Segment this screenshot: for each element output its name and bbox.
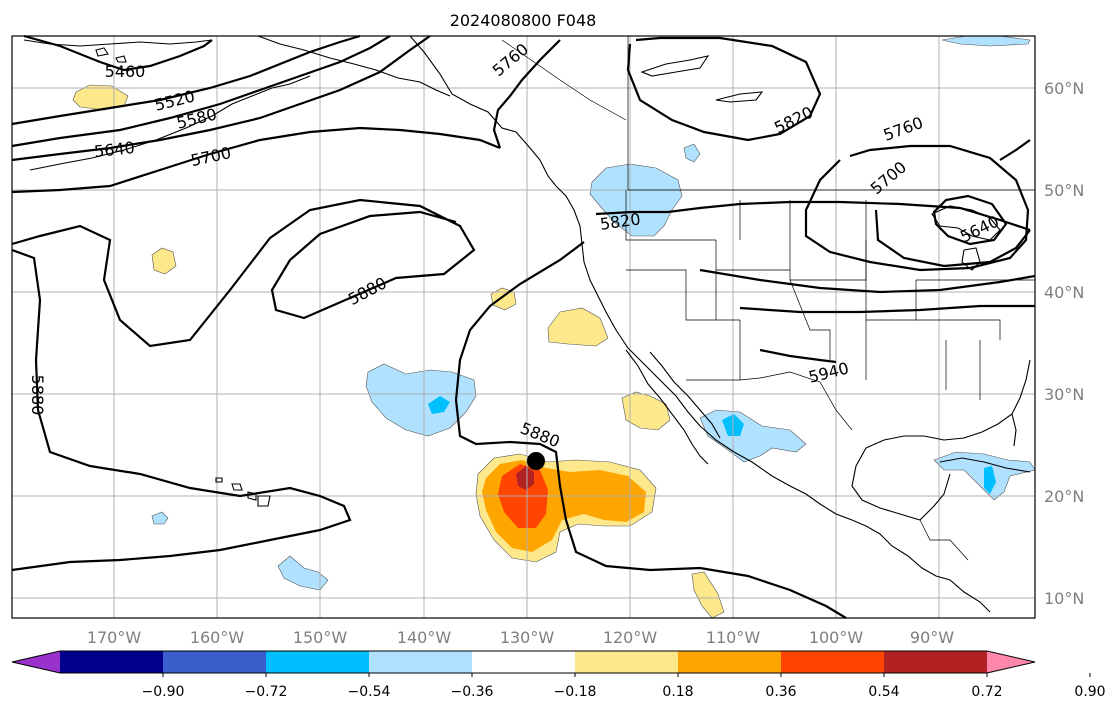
lon-label-140w: 140°W — [397, 628, 452, 647]
latitude-labels: 60°N 50°N 40°N 30°N 20°N 10°N — [1044, 79, 1084, 608]
lon-label-130w: 130°W — [500, 628, 555, 647]
colorbar-segment — [163, 651, 267, 673]
lat-label-20n: 20°N — [1044, 487, 1084, 506]
lon-label-150w: 150°W — [293, 628, 348, 647]
colorbar-tick-label: 0.72 — [971, 684, 1002, 700]
lon-label-100w: 100°W — [809, 628, 864, 647]
anomaly-shading — [72, 35, 1036, 619]
colorbar-segment — [266, 651, 370, 673]
colorbar-segment — [369, 651, 473, 673]
lat-label-10n: 10°N — [1044, 589, 1084, 608]
lon-label-120w: 120°W — [603, 628, 658, 647]
lon-label-90w: 90°W — [910, 628, 954, 647]
figure-title: 2024080800 F048 — [450, 11, 597, 30]
map-frame — [11, 35, 1036, 619]
colorbar-tick-label: 0.36 — [765, 684, 796, 700]
contour-label-5880-west: 5880 — [28, 375, 47, 416]
contour-label-5640: 5640 — [93, 138, 135, 161]
colorbar-extend-high — [987, 651, 1035, 673]
contour-label-5460: 5460 — [105, 62, 146, 81]
colorbar-segment — [781, 651, 885, 673]
lat-label-40n: 40°N — [1044, 283, 1084, 302]
lat-label-30n: 30°N — [1044, 385, 1084, 404]
colorbar-tick-label: −0.18 — [554, 684, 597, 700]
lon-label-160w: 160°W — [190, 628, 245, 647]
colorbar-extend-low — [12, 651, 60, 673]
height-contours — [11, 34, 1036, 619]
colorbar-segment — [884, 651, 988, 673]
coastlines — [23, 35, 1031, 613]
colorbar-tick-label: 0.90 — [1074, 684, 1105, 700]
colorbar-segment — [575, 651, 679, 673]
colorbar-segment — [60, 651, 164, 673]
colorbar-outline — [11, 650, 1036, 674]
colorbar-tick-label: −0.90 — [142, 684, 185, 700]
colorbar-tick-label: −0.72 — [245, 684, 288, 700]
colorbar-tick-label: −0.54 — [348, 684, 391, 700]
colorbar-segment — [472, 651, 576, 673]
colorbar-tick-label: −0.36 — [451, 684, 494, 700]
lat-label-60n: 60°N — [1044, 79, 1084, 98]
colorbar: −0.90 −0.72 −0.54 −0.36 −0.18 0.18 0.36 0.54 0.7… — [11, 650, 1105, 700]
longitude-labels: 170°W 160°W 150°W 140°W 130°W 120°W 110°… — [87, 628, 954, 647]
colorbar-segment — [678, 651, 782, 673]
lon-label-110w: 110°W — [706, 628, 761, 647]
colorbar-tick-label: 0.18 — [662, 684, 693, 700]
storm-center-marker — [527, 452, 545, 470]
borders — [501, 36, 1035, 561]
lat-label-50n: 50°N — [1044, 181, 1084, 200]
lon-label-170w: 170°W — [87, 628, 142, 647]
colorbar-tick-label: 0.54 — [868, 684, 899, 700]
